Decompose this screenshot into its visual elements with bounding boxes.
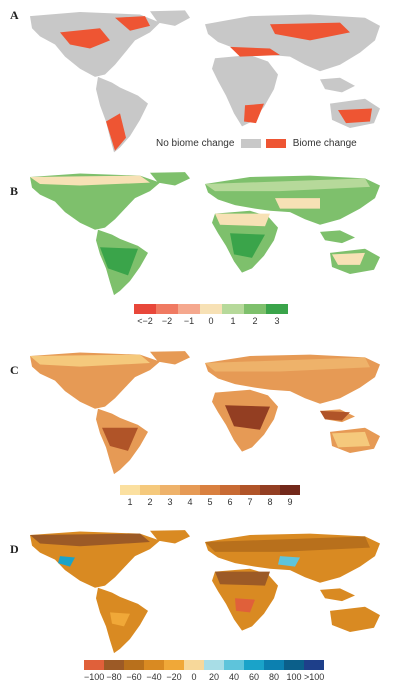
color-scale-c xyxy=(120,485,300,495)
scale-tick-label: −40 xyxy=(146,672,162,682)
legend-no-change-swatch xyxy=(241,138,262,148)
panel-label: D xyxy=(10,542,19,556)
scale-swatch xyxy=(264,660,284,670)
legend-change: Biome change xyxy=(266,138,357,149)
scale-swatch xyxy=(260,485,280,495)
panel-label: B xyxy=(10,184,19,198)
scale-swatch xyxy=(200,304,222,314)
panel-d: D −100 −80 −60 −40 −20 0 20 40 60 80 100 >100 xyxy=(0,522,404,686)
scale-tick-label: 5 xyxy=(207,497,213,507)
scale-tick-label: −20 xyxy=(166,672,182,682)
panel-c: C 1 2 3 4 5 6 7 8 9 xyxy=(0,345,404,515)
scale-swatch xyxy=(304,660,324,670)
scale-swatch xyxy=(266,304,288,314)
panel-a: A No biome change Biome change xyxy=(0,0,404,160)
scale-tick-label: >100 xyxy=(304,672,325,682)
scale-swatch xyxy=(178,304,200,314)
scale-swatch xyxy=(84,660,104,670)
scale-tick-label: 80 xyxy=(268,672,279,682)
scale-tick-label: 8 xyxy=(267,497,273,507)
tick-labels-d: −100 −80 −60 −40 −20 0 20 40 60 80 100 >100 xyxy=(84,672,324,682)
scale-tick-label: 100 xyxy=(286,672,302,682)
scale-swatch xyxy=(104,660,124,670)
scale-swatch xyxy=(144,660,164,670)
scale-tick-label: 2 xyxy=(147,497,153,507)
scale-swatch xyxy=(224,660,244,670)
scale-tick-label: 3 xyxy=(274,316,280,326)
legend-no-change-label: No biome change xyxy=(156,138,235,149)
scale-tick-label: 9 xyxy=(287,497,293,507)
scale-swatch xyxy=(124,660,144,670)
scale-tick-label: −100 xyxy=(84,672,105,682)
scale-swatch xyxy=(220,485,240,495)
scale-swatch xyxy=(200,485,220,495)
scale-swatch xyxy=(244,660,264,670)
world-map-biome-change xyxy=(30,10,380,153)
scale-tick-label: −60 xyxy=(126,672,142,682)
scale-tick-label: −2 xyxy=(161,316,173,326)
scale-tick-label: 20 xyxy=(208,672,219,682)
world-map-panel-d xyxy=(30,530,380,654)
scale-tick-label: 60 xyxy=(248,672,259,682)
scale-tick-label: 4 xyxy=(187,497,193,507)
legend-change-label: Biome change xyxy=(292,138,357,149)
scale-swatch xyxy=(180,485,200,495)
scale-tick-label: 0 xyxy=(208,316,214,326)
scale-swatch xyxy=(280,485,300,495)
tick-labels-b: <−2 −2 −1 0 1 2 3 xyxy=(134,316,288,326)
scale-tick-label: 0 xyxy=(191,672,197,682)
scale-swatch xyxy=(164,660,184,670)
scale-swatch xyxy=(140,485,160,495)
scale-tick-label: <−2 xyxy=(137,316,153,326)
legend-change-swatch xyxy=(266,138,286,148)
scale-tick-label: 6 xyxy=(227,497,233,507)
color-scale-d xyxy=(84,660,324,670)
panel-b: B <−2 −2 −1 0 1 2 3 xyxy=(0,168,404,338)
scale-tick-label: 1 xyxy=(230,316,236,326)
world-map-panel-c xyxy=(30,351,380,475)
scale-tick-label: 3 xyxy=(167,497,173,507)
world-map-panel-b xyxy=(30,172,380,296)
panel-label: A xyxy=(10,8,19,22)
scale-swatch xyxy=(156,304,178,314)
scale-swatch xyxy=(184,660,204,670)
scale-tick-label: 40 xyxy=(228,672,239,682)
tick-labels-c: 1 2 3 4 5 6 7 8 9 xyxy=(120,497,300,507)
scale-swatch xyxy=(240,485,260,495)
color-scale-b xyxy=(134,304,288,314)
scale-swatch xyxy=(244,304,266,314)
scale-tick-label: −1 xyxy=(183,316,195,326)
scale-swatch xyxy=(222,304,244,314)
scale-tick-label: 1 xyxy=(127,497,133,507)
scale-swatch xyxy=(160,485,180,495)
legend-no-change: No biome change xyxy=(156,138,262,149)
scale-swatch xyxy=(204,660,224,670)
scale-tick-label: 7 xyxy=(247,497,253,507)
scale-swatch xyxy=(134,304,156,314)
scale-swatch xyxy=(120,485,140,495)
scale-swatch xyxy=(284,660,304,670)
scale-tick-label: −80 xyxy=(106,672,122,682)
scale-tick-label: 2 xyxy=(252,316,258,326)
panel-label: C xyxy=(10,363,19,377)
